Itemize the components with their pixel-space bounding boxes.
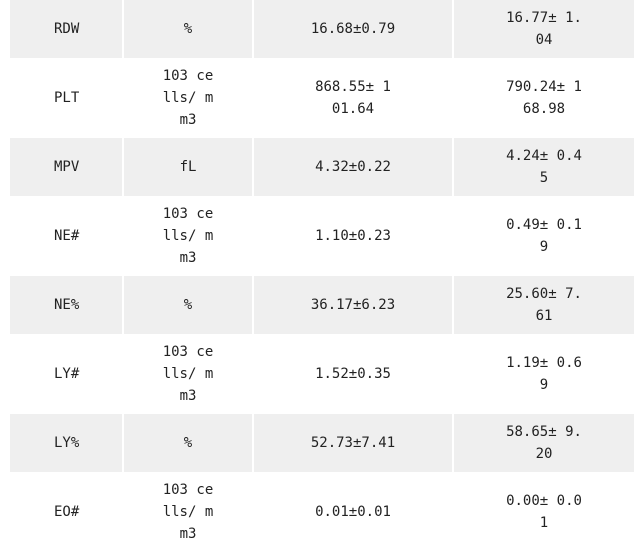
group-a-value-cell: 16.68±0.79 bbox=[254, 0, 454, 58]
group-a-value-cell: 36.17±6.23 bbox=[254, 276, 454, 334]
parameter-cell: EO# bbox=[10, 472, 124, 552]
table-row: NE# 103 cells/ mm3 1.10±0.23 0.49± 0.19 bbox=[10, 196, 636, 276]
table-row: PLT 103 cells/ mm3 868.55± 101.64 790.24… bbox=[10, 58, 636, 138]
group-b-value-cell: 0.00± 0.01 bbox=[454, 472, 636, 552]
group-b-value-cell: 0.49± 0.19 bbox=[454, 196, 636, 276]
group-b-value-cell: 58.65± 9.20 bbox=[454, 414, 636, 472]
parameter-cell: LY% bbox=[10, 414, 124, 472]
table-row: LY# 103 cells/ mm3 1.52±0.35 1.19± 0.69 bbox=[10, 334, 636, 414]
group-b-value-cell: 4.24± 0.45 bbox=[454, 138, 636, 196]
table-row: NE% % 36.17±6.23 25.60± 7.61 bbox=[10, 276, 636, 334]
group-a-value-cell: 4.32±0.22 bbox=[254, 138, 454, 196]
parameter-cell: NE% bbox=[10, 276, 124, 334]
table-row: RDW % 16.68±0.79 16.77± 1.04 bbox=[10, 0, 636, 58]
unit-cell: 103 cells/ mm3 bbox=[124, 58, 254, 138]
unit-cell: 103 cells/ mm3 bbox=[124, 196, 254, 276]
group-a-value-cell: 52.73±7.41 bbox=[254, 414, 454, 472]
parameter-cell: PLT bbox=[10, 58, 124, 138]
group-b-value-cell: 1.19± 0.69 bbox=[454, 334, 636, 414]
group-b-value-cell: 790.24± 168.98 bbox=[454, 58, 636, 138]
group-a-value-cell: 0.01±0.01 bbox=[254, 472, 454, 552]
parameter-cell: LY# bbox=[10, 334, 124, 414]
parameter-cell: RDW bbox=[10, 0, 124, 58]
parameter-cell: MPV bbox=[10, 138, 124, 196]
group-a-value-cell: 1.52±0.35 bbox=[254, 334, 454, 414]
unit-cell: 103 cells/ mm3 bbox=[124, 334, 254, 414]
parameter-cell: NE# bbox=[10, 196, 124, 276]
hematology-table: RDW % 16.68±0.79 16.77± 1.04 PLT 103 cel… bbox=[10, 0, 636, 552]
table-row: LY% % 52.73±7.41 58.65± 9.20 bbox=[10, 414, 636, 472]
group-b-value-cell: 16.77± 1.04 bbox=[454, 0, 636, 58]
table-row: EO# 103 cells/ mm3 0.01±0.01 0.00± 0.01 bbox=[10, 472, 636, 552]
unit-cell: % bbox=[124, 276, 254, 334]
unit-cell: % bbox=[124, 0, 254, 58]
unit-cell: % bbox=[124, 414, 254, 472]
unit-cell: 103 cells/ mm3 bbox=[124, 472, 254, 552]
table-row: MPV fL 4.32±0.22 4.24± 0.45 bbox=[10, 138, 636, 196]
group-a-value-cell: 868.55± 101.64 bbox=[254, 58, 454, 138]
group-a-value-cell: 1.10±0.23 bbox=[254, 196, 454, 276]
unit-cell: fL bbox=[124, 138, 254, 196]
group-b-value-cell: 25.60± 7.61 bbox=[454, 276, 636, 334]
